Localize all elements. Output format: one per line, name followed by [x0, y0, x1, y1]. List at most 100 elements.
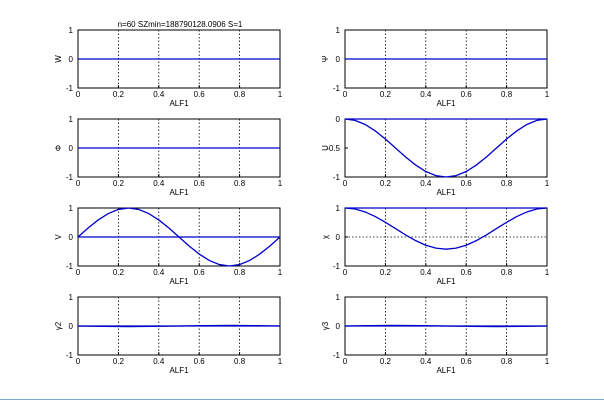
y-axis-label: Ψ [321, 55, 330, 62]
x-tick-label: 0.8 [501, 179, 513, 188]
x-tick-label: 1 [545, 268, 550, 277]
y-tick-label: -1 [66, 351, 74, 360]
y-tick-label: 1 [336, 26, 341, 35]
x-tick-label: 0.2 [113, 90, 125, 99]
x-tick-label: 0.6 [461, 357, 473, 366]
x-tick-label: 1 [278, 90, 283, 99]
x-tick-label: 0 [343, 357, 348, 366]
x-tick-label: 0 [343, 179, 348, 188]
y-tick-label: -1 [333, 173, 341, 182]
y-axis-label: γ3 [321, 321, 330, 330]
x-axis-label: ALF1 [169, 277, 189, 286]
y-axis-label: γ2 [54, 321, 63, 330]
y-tick-label: 0 [69, 144, 74, 153]
x-axis-label: ALF1 [169, 366, 189, 375]
x-tick-label: 0.8 [234, 268, 246, 277]
subplot-4: 0 0.2 0.4 0.6 0.8 1 -1 -0.5 0 ALF1 U [321, 115, 550, 197]
x-tick-label: 0.2 [113, 179, 125, 188]
x-axis-label: ALF1 [169, 188, 189, 197]
y-tick-label: 1 [69, 293, 74, 302]
x-tick-label: 0.4 [153, 179, 165, 188]
y-tick-label: 1 [69, 115, 74, 124]
x-tick-label: 0.6 [194, 268, 206, 277]
x-tick-label: 0.2 [113, 357, 125, 366]
x-tick-label: 0.4 [420, 268, 432, 277]
y-axis-label: U [321, 145, 330, 151]
y-axis-label: W [54, 55, 63, 63]
y-tick-label: 0 [336, 233, 341, 242]
x-tick-label: 0.8 [501, 268, 513, 277]
x-tick-label: 0.6 [194, 90, 206, 99]
x-axis-label: ALF1 [436, 277, 456, 286]
y-tick-label: -1 [333, 262, 341, 271]
y-tick-label: 0 [69, 322, 74, 331]
y-axis-label: χ [321, 234, 330, 239]
series-line-1 [344, 118, 548, 178]
x-tick-label: 0.6 [461, 179, 473, 188]
x-tick-label: 0.2 [380, 357, 392, 366]
y-tick-label: 1 [336, 204, 341, 213]
x-tick-label: 0.4 [420, 90, 432, 99]
x-axis-label: ALF1 [436, 366, 456, 375]
x-axis-label: ALF1 [436, 99, 456, 108]
x-tick-label: 1 [278, 268, 283, 277]
y-tick-label: -1 [66, 262, 74, 271]
x-tick-label: 1 [278, 357, 283, 366]
x-tick-label: 0 [343, 268, 348, 277]
x-axis-label: ALF1 [169, 99, 189, 108]
x-tick-label: 0.6 [461, 268, 473, 277]
x-tick-label: 0.8 [501, 357, 513, 366]
x-tick-label: 0.8 [234, 90, 246, 99]
y-tick-label: 1 [336, 293, 341, 302]
x-tick-label: 0.4 [420, 179, 432, 188]
y-tick-label: 0 [336, 115, 341, 124]
x-tick-label: 0.2 [113, 268, 125, 277]
x-tick-label: 0.4 [420, 357, 432, 366]
x-tick-label: 0.2 [380, 179, 392, 188]
y-tick-label: 0 [69, 233, 74, 242]
figure-title: n=60 SZmin=188790128.0906 S=1 [118, 20, 243, 29]
x-tick-label: 0.4 [153, 268, 165, 277]
x-tick-label: 0 [76, 268, 81, 277]
x-tick-label: 0.2 [380, 268, 392, 277]
x-tick-label: 0 [76, 357, 81, 366]
x-tick-label: 0.8 [234, 357, 246, 366]
x-axis-label: ALF1 [436, 188, 456, 197]
y-tick-label: -1 [333, 351, 341, 360]
y-axis-label: Φ [54, 145, 63, 151]
axes-box [344, 118, 548, 178]
x-tick-label: 0.4 [153, 357, 165, 366]
x-tick-label: 0 [76, 179, 81, 188]
y-axis-label: V [54, 234, 63, 240]
x-tick-label: 0 [76, 90, 81, 99]
y-tick-label: 0 [69, 55, 74, 64]
y-tick-label: -1 [66, 173, 74, 182]
x-tick-label: 1 [278, 179, 283, 188]
x-tick-label: 1 [545, 90, 550, 99]
x-tick-label: 0.4 [153, 90, 165, 99]
y-tick-label: -1 [66, 84, 74, 93]
x-tick-label: 0.8 [234, 179, 246, 188]
y-tick-label: 1 [69, 204, 74, 213]
y-tick-label: -0.5 [326, 144, 340, 153]
x-tick-label: 0.6 [194, 357, 206, 366]
window-bottom-border [0, 399, 604, 405]
x-tick-label: 0.6 [194, 179, 206, 188]
x-tick-label: 0.2 [380, 90, 392, 99]
x-tick-label: 1 [545, 357, 550, 366]
x-tick-label: 0 [343, 90, 348, 99]
y-tick-label: 1 [69, 26, 74, 35]
series-line-1 [344, 207, 548, 250]
y-tick-label: -1 [333, 84, 341, 93]
x-tick-label: 1 [545, 179, 550, 188]
x-tick-label: 0.6 [461, 90, 473, 99]
y-tick-label: 0 [336, 322, 341, 331]
